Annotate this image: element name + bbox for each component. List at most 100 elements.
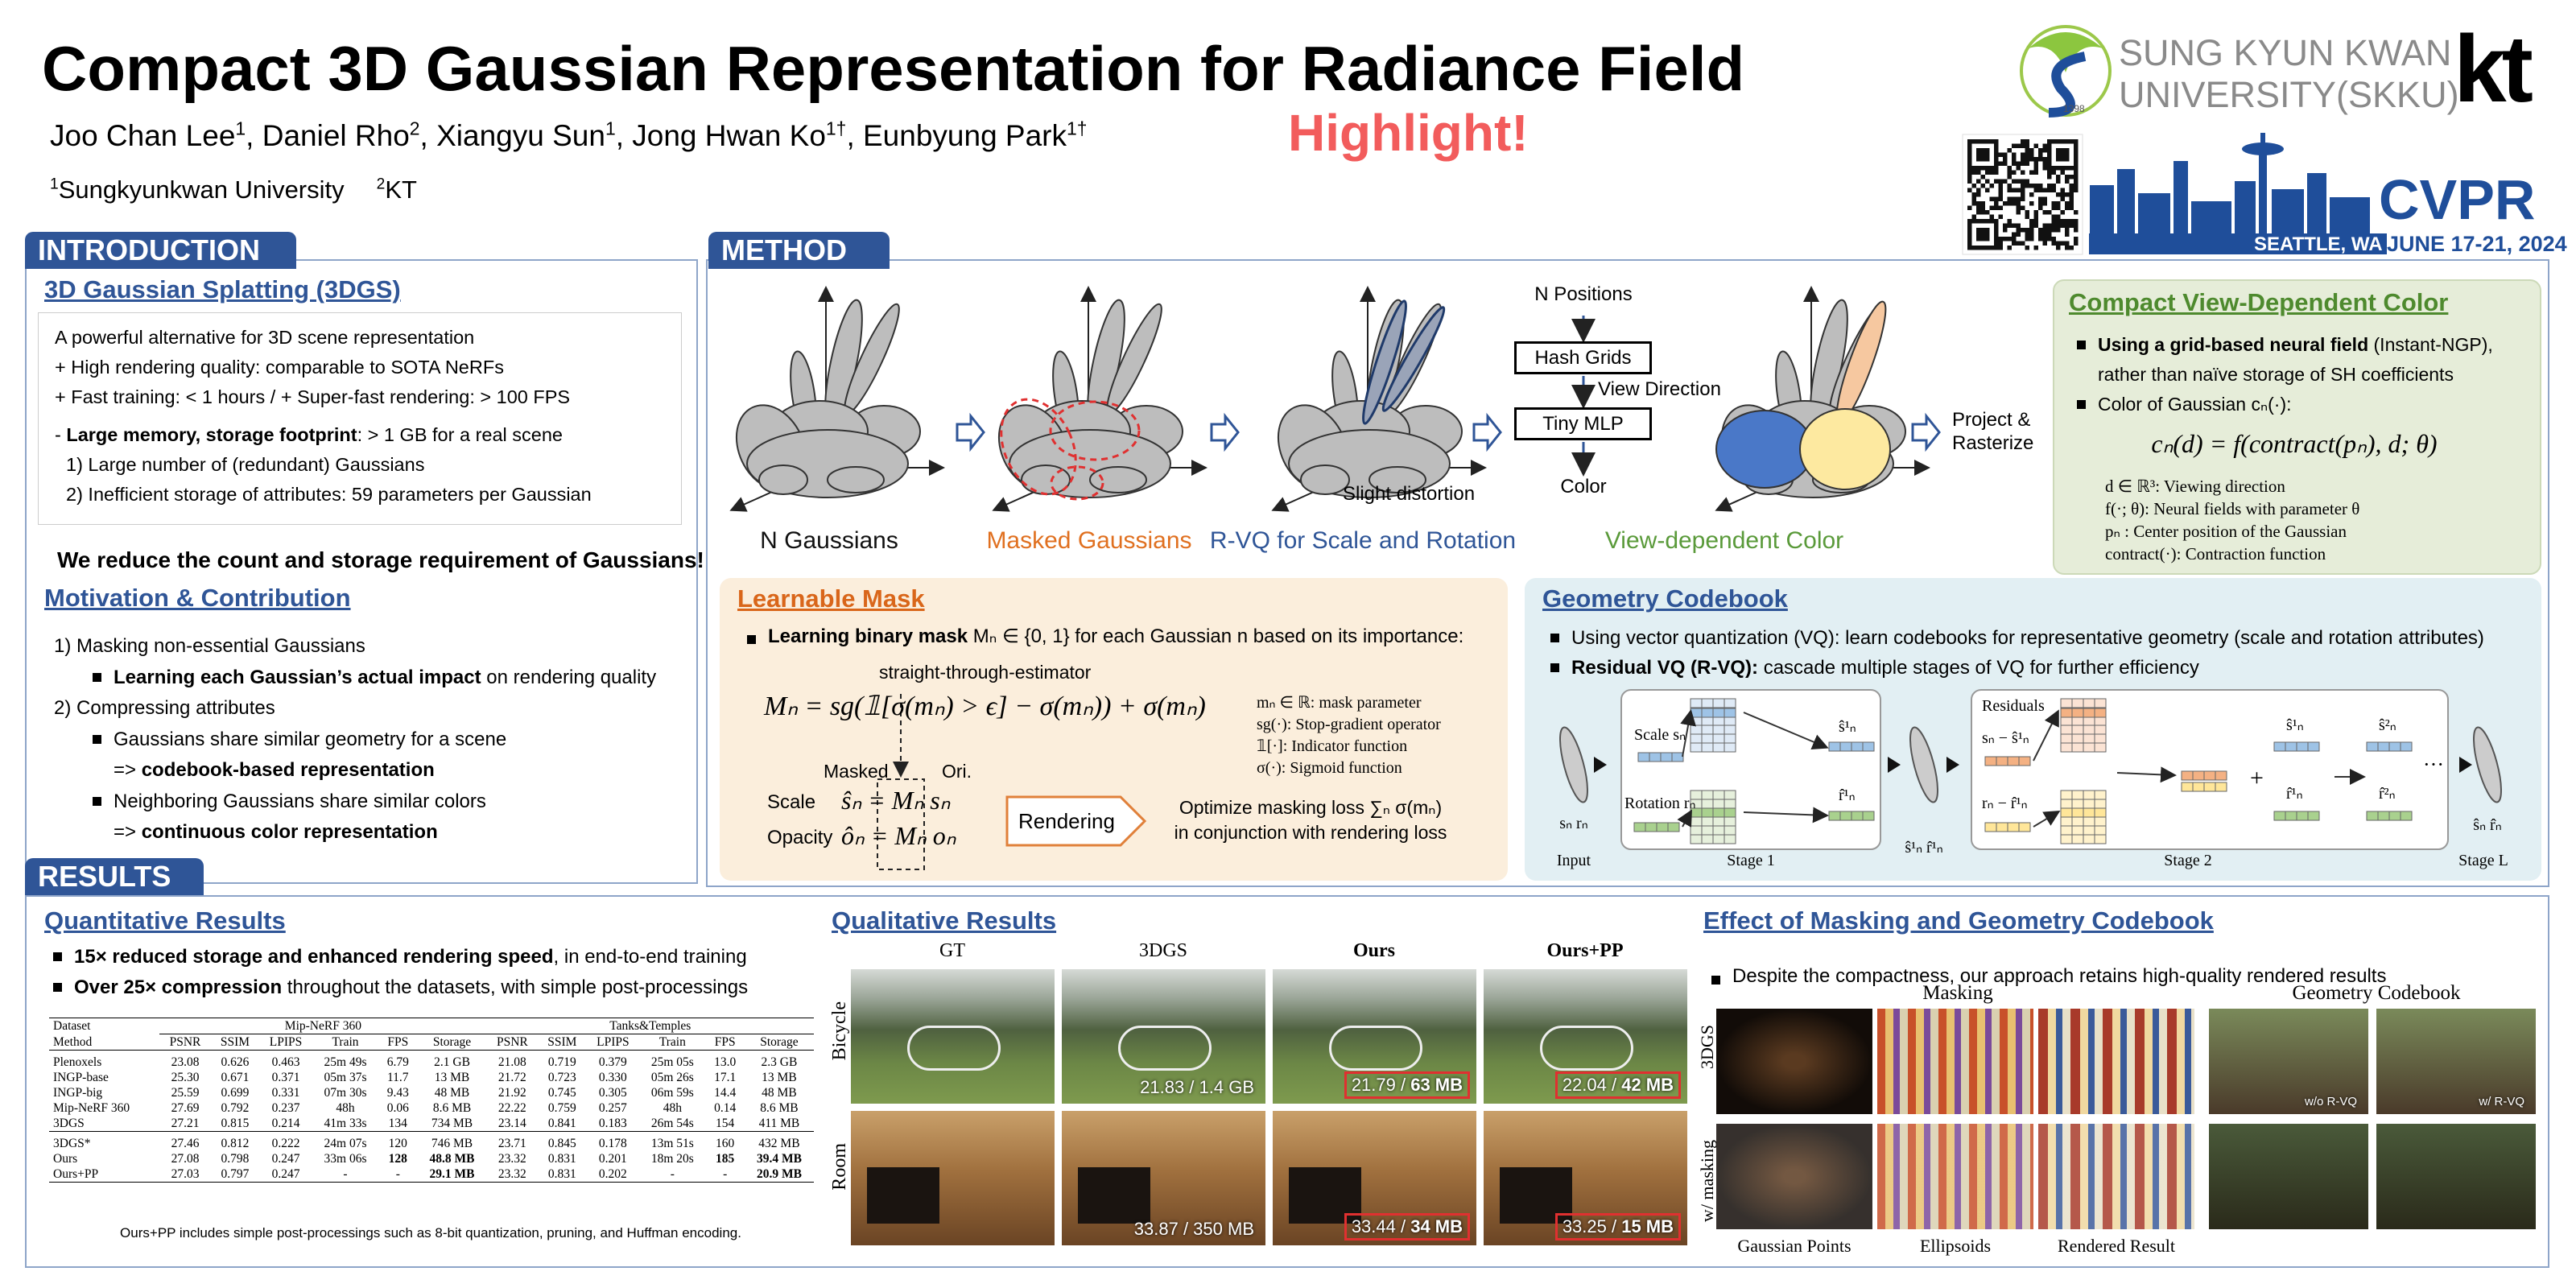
bold-run: Ours — [1352, 940, 1396, 961]
table-cell: 0.463 — [259, 1051, 312, 1071]
qr-module — [1994, 157, 1999, 162]
qr-module — [2021, 179, 2025, 184]
effect-row: 3DGS — [1697, 1025, 1718, 1069]
qr-module — [2065, 166, 2070, 171]
text-run: 0.797 — [221, 1167, 250, 1181]
table-cell: 0.379 — [586, 1051, 639, 1071]
code-arrow — [2033, 810, 2061, 828]
text-run: 27.21 — [171, 1117, 200, 1130]
qr-module — [1994, 201, 1999, 206]
table-cell: 27.46 — [159, 1132, 211, 1152]
table-cell: 05m 26s — [639, 1070, 705, 1085]
text-run: 0.463 — [271, 1055, 300, 1069]
text-run: + — [2250, 765, 2264, 791]
text-run: Input — [1556, 852, 1591, 869]
qr-module — [2051, 223, 2056, 228]
text-run: f(·; θ): Neural fields with parameter θ — [2105, 499, 2360, 518]
qr-module — [1994, 223, 1999, 228]
intro-issue: - Large memory, storage footprint: > 1 G… — [55, 420, 665, 450]
qr-module — [2042, 237, 2047, 242]
codebook-diagram — [1559, 689, 2502, 850]
qr-module — [1994, 148, 1999, 153]
qual-column: 3DGS — [1139, 940, 1187, 962]
text-run: 0.671 — [221, 1071, 250, 1084]
qr-module — [1998, 184, 2003, 188]
qr-module — [2038, 152, 2043, 157]
qr-module — [2060, 139, 2065, 144]
qr-module — [1976, 232, 1981, 237]
text-run: 0.247 — [271, 1167, 300, 1181]
table-cell: 48h — [312, 1100, 378, 1116]
qr-module — [2007, 196, 2012, 201]
qr-module — [2029, 237, 2034, 242]
text-run: throughout the datasets, with simple pos… — [282, 976, 749, 998]
qr-module — [2021, 139, 2025, 144]
qr-module — [1985, 148, 1990, 153]
text-run: Tanks&Temples — [609, 1019, 691, 1033]
qr-module — [2038, 157, 2043, 162]
qr-module — [2051, 214, 2056, 219]
codebook-label: ŝ¹ₙ — [2286, 715, 2304, 735]
qr-module — [1980, 232, 1985, 237]
table-cell: 27.08 — [159, 1151, 211, 1166]
text-run: 11.7 — [387, 1071, 409, 1084]
text-run: PSNR — [496, 1035, 528, 1049]
code-cell — [1862, 741, 1875, 752]
qr-module — [1994, 166, 1999, 171]
table-cell: 0.815 — [211, 1116, 259, 1132]
qr-module — [1967, 223, 1972, 228]
qr-module — [2016, 196, 2021, 201]
photo-object — [1329, 1026, 1422, 1071]
code-cell — [2400, 811, 2413, 821]
text-run: INGP-big — [53, 1086, 103, 1100]
table-row: Plenoxels 23.08 0.626 0.463 25m 49s 6.79 2.1 G… — [49, 1051, 814, 1071]
color-bullets: Using a grid-based neural field (Instant… — [2070, 330, 2521, 419]
mlp-output: Color — [1560, 476, 1607, 497]
qr-module — [1980, 219, 1985, 224]
motivation: 1) Masking non-essential Gaussians Learni… — [54, 631, 682, 848]
text-run: 1) Large number of (redundant) Gaussians — [66, 454, 425, 475]
results-tab: RESULTS — [25, 858, 204, 895]
emblem-year: 1398 — [2063, 103, 2085, 114]
qual-row: Bicycle — [829, 1001, 851, 1060]
text-run: Method — [53, 1034, 93, 1049]
sup-run: 1† — [825, 118, 847, 139]
qr-module — [2012, 157, 2017, 162]
qr-module — [1980, 237, 1985, 242]
text-run: 0.759 — [547, 1101, 576, 1115]
qr-module — [2065, 246, 2070, 250]
text-run: View-dependent Color — [1604, 527, 1844, 554]
table-cell: 0.305 — [586, 1085, 639, 1100]
qr-module — [1976, 139, 1981, 144]
qr-module — [2069, 219, 2074, 224]
codebook-label: ŝ¹ₙ — [1839, 716, 1856, 737]
bold-run: 15 MB — [1621, 1216, 1674, 1236]
table-cell: 17.1 — [705, 1070, 744, 1085]
text-run: 0.183 — [598, 1117, 627, 1130]
qr-module — [2038, 205, 2043, 210]
table-cell: 25.30 — [159, 1070, 211, 1085]
qr-module — [2042, 188, 2047, 192]
qr-module — [2065, 139, 2070, 144]
qr-module — [1976, 192, 1981, 197]
list-item: + Fast training: < 1 hours / + Super-fas… — [55, 382, 665, 412]
table-cell: 746 MB — [418, 1132, 487, 1152]
text-run: 2.1 GB — [434, 1055, 470, 1069]
pipeline-arrows — [956, 412, 1941, 452]
list-item: Residual VQ (R-VQ): cascade multiple sta… — [1544, 653, 2530, 683]
text-run: ŝ²ₙ — [2379, 716, 2396, 734]
qr-module — [1967, 241, 1972, 246]
code-cell — [1724, 708, 1736, 718]
qr-module — [2060, 196, 2065, 201]
intro-subheading: 3D Gaussian Splatting (3DGS) — [44, 275, 401, 303]
qr-module — [1976, 170, 1981, 175]
qr-module — [2042, 201, 2047, 206]
qr-module — [1994, 228, 1999, 233]
table-cell: 8.6 MB — [745, 1100, 814, 1116]
table-cell: 48.8 MB — [418, 1151, 487, 1166]
mask-highlight — [877, 778, 925, 870]
qr-module — [1998, 214, 2003, 219]
qr-module — [2074, 170, 2079, 175]
qr-module — [2047, 237, 2052, 242]
